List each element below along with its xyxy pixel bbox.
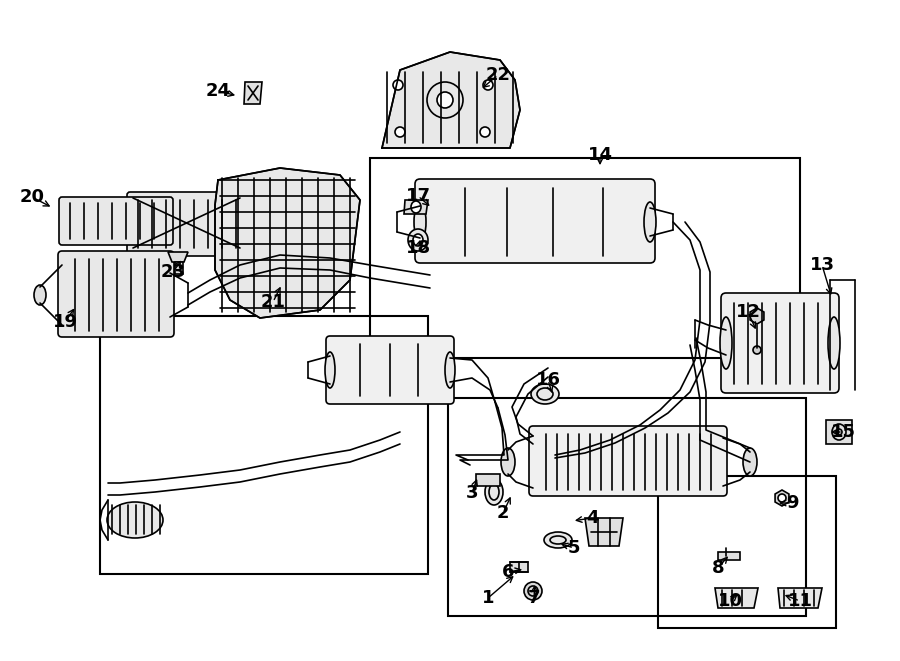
FancyBboxPatch shape — [415, 179, 655, 263]
Polygon shape — [715, 588, 758, 608]
Bar — [448, 398, 806, 616]
Text: 1: 1 — [482, 589, 494, 607]
Ellipse shape — [544, 532, 572, 548]
Polygon shape — [510, 562, 528, 572]
FancyBboxPatch shape — [721, 293, 839, 393]
Polygon shape — [244, 82, 262, 104]
Text: 12: 12 — [735, 303, 760, 321]
FancyBboxPatch shape — [58, 251, 174, 337]
FancyBboxPatch shape — [127, 192, 245, 256]
Ellipse shape — [485, 479, 503, 505]
Bar — [100, 316, 428, 574]
Polygon shape — [718, 552, 740, 560]
Text: 4: 4 — [586, 509, 598, 527]
Polygon shape — [382, 52, 520, 148]
Text: 21: 21 — [260, 293, 285, 311]
Text: 22: 22 — [485, 66, 510, 84]
Ellipse shape — [753, 346, 761, 354]
Polygon shape — [476, 474, 500, 486]
Text: 11: 11 — [788, 592, 813, 610]
Text: 6: 6 — [502, 563, 514, 581]
Ellipse shape — [393, 80, 403, 90]
Ellipse shape — [34, 285, 46, 305]
FancyBboxPatch shape — [529, 426, 727, 496]
Ellipse shape — [480, 127, 490, 137]
Ellipse shape — [107, 502, 163, 538]
Ellipse shape — [828, 317, 840, 369]
Ellipse shape — [644, 202, 656, 242]
Text: 9: 9 — [786, 494, 798, 512]
Polygon shape — [168, 252, 188, 262]
Text: 10: 10 — [717, 592, 742, 610]
Ellipse shape — [413, 234, 423, 246]
Bar — [658, 476, 836, 628]
Text: 13: 13 — [809, 256, 834, 274]
Text: 7: 7 — [527, 589, 540, 607]
Ellipse shape — [437, 92, 453, 108]
FancyBboxPatch shape — [326, 336, 454, 404]
Text: 18: 18 — [405, 239, 430, 257]
Text: 2: 2 — [497, 504, 509, 522]
Polygon shape — [175, 262, 183, 274]
Polygon shape — [585, 518, 623, 546]
Polygon shape — [404, 200, 428, 214]
Text: 8: 8 — [712, 559, 724, 577]
FancyBboxPatch shape — [59, 197, 173, 245]
Ellipse shape — [743, 448, 757, 476]
Text: 19: 19 — [52, 313, 77, 331]
Ellipse shape — [414, 202, 426, 242]
Text: 15: 15 — [831, 423, 856, 441]
Text: 20: 20 — [20, 188, 44, 206]
Text: 17: 17 — [406, 187, 430, 205]
Ellipse shape — [778, 494, 786, 502]
Ellipse shape — [408, 229, 428, 251]
Ellipse shape — [836, 429, 842, 435]
Ellipse shape — [395, 127, 405, 137]
Ellipse shape — [325, 352, 335, 388]
Text: 5: 5 — [568, 539, 580, 557]
Polygon shape — [215, 168, 360, 318]
Polygon shape — [826, 420, 852, 444]
Bar — [370, 158, 800, 358]
Ellipse shape — [720, 317, 732, 369]
Ellipse shape — [445, 352, 455, 388]
Text: 14: 14 — [588, 146, 613, 164]
Ellipse shape — [411, 201, 421, 213]
Text: 16: 16 — [536, 371, 561, 389]
Ellipse shape — [483, 80, 493, 90]
Ellipse shape — [524, 582, 542, 600]
Text: 23: 23 — [160, 263, 185, 281]
Text: 24: 24 — [205, 82, 230, 100]
Polygon shape — [778, 588, 822, 608]
Text: 3: 3 — [466, 484, 478, 502]
Ellipse shape — [531, 384, 559, 404]
Ellipse shape — [501, 448, 515, 476]
